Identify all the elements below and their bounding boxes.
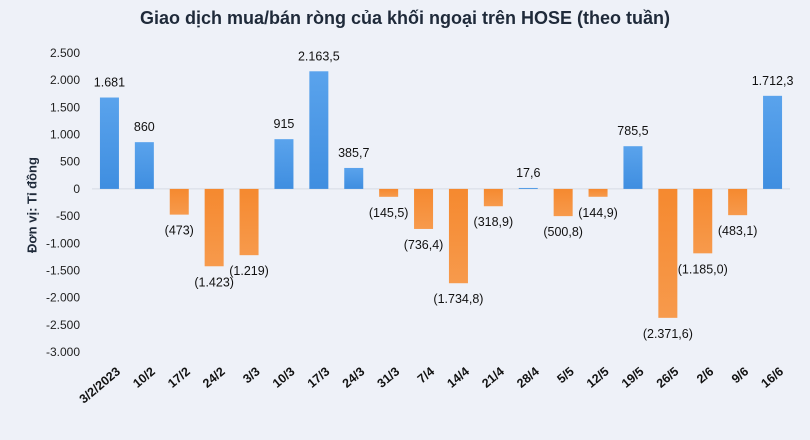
bar xyxy=(448,188,468,284)
x-tick-label: 12/5 xyxy=(584,364,612,390)
bar xyxy=(134,142,154,189)
data-label: (2.371,6) xyxy=(643,327,693,341)
x-tick-label: 19/5 xyxy=(619,364,647,390)
data-label: (473) xyxy=(165,224,194,238)
y-tick-label: -2.500 xyxy=(46,318,80,332)
bar xyxy=(658,188,678,318)
bar xyxy=(553,188,573,217)
x-tick-label: 26/5 xyxy=(654,364,682,390)
data-label: (1.219) xyxy=(229,264,269,278)
y-tick-label: -1.500 xyxy=(46,263,80,277)
x-tick-label: 28/4 xyxy=(514,364,542,390)
data-label: (144,9) xyxy=(578,206,618,220)
bar xyxy=(728,188,748,216)
data-label: (318,9) xyxy=(474,215,514,229)
x-tick-label: 14/4 xyxy=(444,364,472,390)
data-label: 785,5 xyxy=(617,124,648,138)
data-label: 1.712,3 xyxy=(752,74,794,88)
bar xyxy=(518,187,538,189)
bar xyxy=(344,167,364,189)
y-tick-label: 2.000 xyxy=(50,73,80,87)
data-label: (500,8) xyxy=(543,225,583,239)
chart-title: Giao dịch mua/bán ròng của khối ngoại tr… xyxy=(139,8,671,28)
x-tick-label: 16/6 xyxy=(758,364,786,390)
data-label: (1.423) xyxy=(194,275,234,289)
data-label: 385,7 xyxy=(338,146,369,160)
x-tick-label: 3/2/2023 xyxy=(77,364,123,406)
bar xyxy=(274,139,294,189)
y-tick-label: 500 xyxy=(60,155,80,169)
data-label: (1.734,8) xyxy=(433,292,483,306)
data-label: 860 xyxy=(134,120,155,134)
y-tick-label: 1.000 xyxy=(50,128,80,142)
data-label: (145,5) xyxy=(369,206,409,220)
data-label: 1.681 xyxy=(94,76,125,90)
y-tick-label: -3.000 xyxy=(46,345,80,359)
bar xyxy=(414,188,434,229)
x-tick-label: 31/3 xyxy=(375,364,403,390)
y-tick-label: 0 xyxy=(73,182,80,196)
bar xyxy=(204,188,224,267)
x-tick-label: 21/4 xyxy=(479,364,507,390)
x-tick-label: 2/6 xyxy=(694,364,716,386)
bar xyxy=(483,188,503,207)
x-tick-label: 3/3 xyxy=(240,364,262,386)
data-label: 17,6 xyxy=(516,166,540,180)
bar xyxy=(239,188,259,256)
bar xyxy=(99,97,119,189)
bar xyxy=(588,188,608,197)
x-tick-label: 17/2 xyxy=(165,364,193,390)
y-tick-label: -1.000 xyxy=(46,236,80,250)
data-label: 2.163,5 xyxy=(298,49,340,63)
x-tick-label: 10/2 xyxy=(130,364,158,390)
x-tick-label: 24/3 xyxy=(340,364,368,390)
x-tick-label: 9/6 xyxy=(729,364,751,386)
y-tick-label: -500 xyxy=(56,209,80,223)
bar xyxy=(379,188,399,197)
x-tick-label: 10/3 xyxy=(270,364,298,390)
y-tick-label: 2.500 xyxy=(50,46,80,60)
x-tick-label: 24/2 xyxy=(200,364,228,390)
x-tick-label: 17/3 xyxy=(305,364,333,390)
y-tick-label: 1.500 xyxy=(50,100,80,114)
bar xyxy=(169,188,189,215)
bar xyxy=(693,188,713,254)
bar xyxy=(623,146,643,189)
bar xyxy=(763,95,783,189)
bar xyxy=(309,71,329,189)
data-label: (1.185,0) xyxy=(678,262,728,276)
x-tick-label: 7/4 xyxy=(415,364,437,386)
x-tick-label: 5/5 xyxy=(554,364,576,386)
data-label: 915 xyxy=(274,117,295,131)
data-label: (483,1) xyxy=(718,224,758,238)
y-tick-label: -2.000 xyxy=(46,291,80,305)
data-label: (736,4) xyxy=(404,238,444,252)
